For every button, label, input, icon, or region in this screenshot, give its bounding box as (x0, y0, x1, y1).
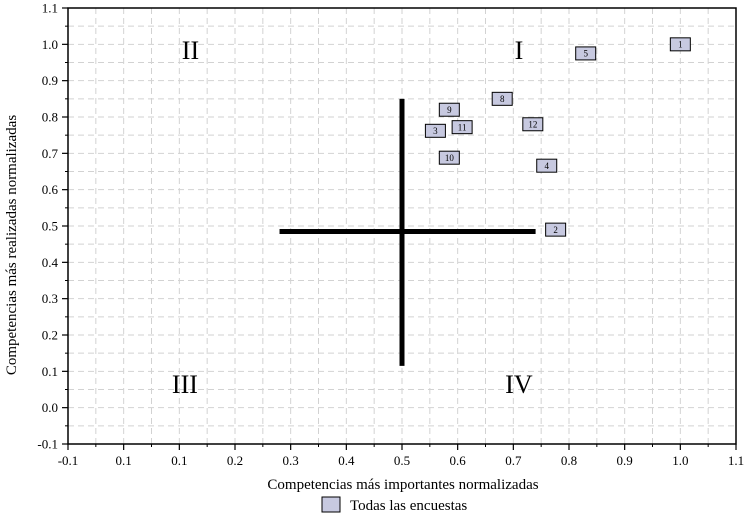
x-tick-label: 0.8 (561, 453, 577, 468)
quadrant-label: III (172, 370, 198, 399)
y-axis-title: Competencias más realizadas normalizadas (4, 115, 20, 375)
x-tick-label: 0.7 (505, 453, 522, 468)
legend: Todas las encuestas (321, 496, 467, 514)
y-tick-label: 0.3 (42, 291, 58, 306)
data-point: 1 (669, 37, 691, 52)
data-point-marker (438, 102, 460, 117)
data-point: 8 (491, 91, 513, 106)
data-point-label: 8 (500, 94, 505, 104)
data-point-marker (575, 46, 597, 61)
quadrant-label: I (515, 36, 524, 65)
y-tick-labels: -0.1 0.0 0.1 0.2 0.3 0.4 0.5 0.6 0.7 0.8 0.9 1.0 1.1 (37, 1, 58, 452)
data-point-label: 9 (447, 105, 452, 115)
y-tick-label: 0.8 (42, 110, 58, 125)
data-points: 1 5 8 9 12 11 3 10 4 2 (424, 37, 691, 237)
x-tick-label: 0.5 (394, 453, 410, 468)
data-point-label: 10 (445, 153, 455, 163)
axis-ticks (62, 7, 737, 450)
quadrant-label: II (182, 36, 199, 65)
x-tick-label: 0.4 (338, 453, 355, 468)
data-point-marker (669, 37, 691, 52)
y-tick-label: 1.1 (42, 1, 58, 16)
x-axis-title: Competencias más importantes normalizada… (267, 477, 538, 493)
data-point-marker (536, 158, 558, 173)
data-point: 5 (575, 46, 597, 61)
data-point-marker (522, 117, 544, 132)
data-point-marker (491, 91, 513, 106)
x-tick-label: 0.1 (171, 453, 187, 468)
y-tick-label: 0.0 (42, 400, 58, 415)
data-point: 3 (424, 123, 446, 138)
x-tick-label: 0.2 (227, 453, 243, 468)
x-tick-labels: -0.1 0.1 0.1 0.2 0.3 0.4 0.5 0.6 0.7 0.8 0.9 1.0 1.1 (58, 453, 744, 468)
data-point-marker (424, 123, 446, 138)
y-tick-label: 0.4 (42, 255, 59, 270)
data-point: 4 (536, 158, 558, 173)
data-point-label: 5 (583, 49, 588, 59)
legend-label: Todas las encuestas (350, 498, 467, 514)
y-tick-label: 0.9 (42, 73, 58, 88)
data-point-label: 12 (528, 119, 537, 129)
y-tick-label: 0.7 (42, 146, 59, 161)
x-tick-label: 0.1 (116, 453, 132, 468)
data-point-marker (438, 150, 460, 165)
data-point-label: 2 (553, 225, 558, 235)
data-point-label: 11 (458, 122, 467, 132)
data-point-label: 3 (433, 126, 438, 136)
data-point-label: 4 (544, 161, 549, 171)
data-point-label: 1 (678, 40, 683, 50)
data-point-marker (451, 120, 473, 135)
y-tick-label: 0.2 (42, 328, 58, 343)
y-tick-label: 0.6 (42, 182, 59, 197)
x-tick-label: 0.9 (617, 453, 633, 468)
x-tick-label: 1.1 (728, 453, 744, 468)
x-tick-label: 1.0 (672, 453, 688, 468)
x-tick-label: 0.6 (450, 453, 467, 468)
x-tick-label: -0.1 (58, 453, 79, 468)
data-point: 12 (522, 117, 544, 132)
quadrant-label: IV (505, 370, 533, 399)
y-tick-label: 1.0 (42, 37, 58, 52)
y-tick-label: 0.1 (42, 364, 58, 379)
data-point-marker (545, 222, 567, 237)
x-tick-label: 0.3 (283, 453, 299, 468)
y-tick-label: 0.5 (42, 219, 58, 234)
data-point: 10 (438, 150, 460, 165)
quadrant-crosshair (279, 98, 536, 366)
data-point: 2 (545, 222, 567, 237)
legend-marker (321, 496, 341, 513)
y-tick-label: -0.1 (37, 437, 58, 452)
data-point: 9 (438, 102, 460, 117)
data-point: 11 (451, 120, 473, 135)
